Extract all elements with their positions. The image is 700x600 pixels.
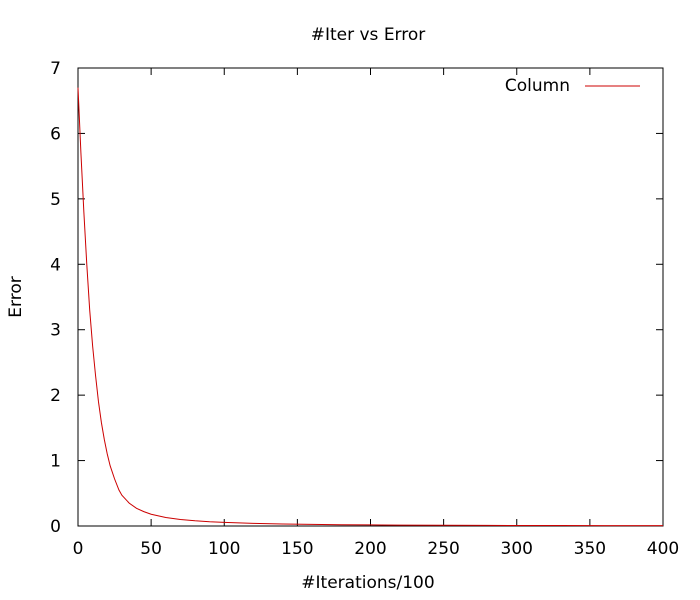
x-tick-label-4: 200 xyxy=(354,539,386,559)
y-tick-label-4: 4 xyxy=(50,255,61,275)
plot-frame xyxy=(77,67,664,527)
tick-labels: 0 50 100 150 200 250 300 350 400 0 1 2 3 4 5 6 7 xyxy=(50,59,679,559)
x-tick-label-7: 350 xyxy=(574,539,606,559)
x-tick-label-0: 0 xyxy=(73,539,84,559)
legend: Column xyxy=(505,76,640,96)
y-tick-label-6: 6 xyxy=(50,124,61,144)
legend-label-column: Column xyxy=(505,76,570,96)
y-tick-label-1: 1 xyxy=(50,452,61,472)
axis-ticks xyxy=(77,67,664,527)
y-tick-label-5: 5 xyxy=(50,190,61,210)
x-tick-label-8: 400 xyxy=(647,539,679,559)
y-tick-label-7: 7 xyxy=(50,59,61,79)
y-tick-label-3: 3 xyxy=(50,321,61,341)
x-tick-label-2: 100 xyxy=(208,539,240,559)
y-tick-label-2: 2 xyxy=(50,386,61,406)
series-line-column xyxy=(77,87,664,527)
x-tick-label-5: 250 xyxy=(427,539,459,559)
y-tick-label-0: 0 xyxy=(50,517,61,537)
x-axis-label: #Iterations/100 xyxy=(301,573,434,593)
y-axis-label: Error xyxy=(6,276,26,317)
x-tick-label-1: 50 xyxy=(140,539,162,559)
chart-title: #Iter vs Error xyxy=(311,25,426,45)
x-tick-label-6: 300 xyxy=(501,539,533,559)
x-tick-label-3: 150 xyxy=(281,539,313,559)
